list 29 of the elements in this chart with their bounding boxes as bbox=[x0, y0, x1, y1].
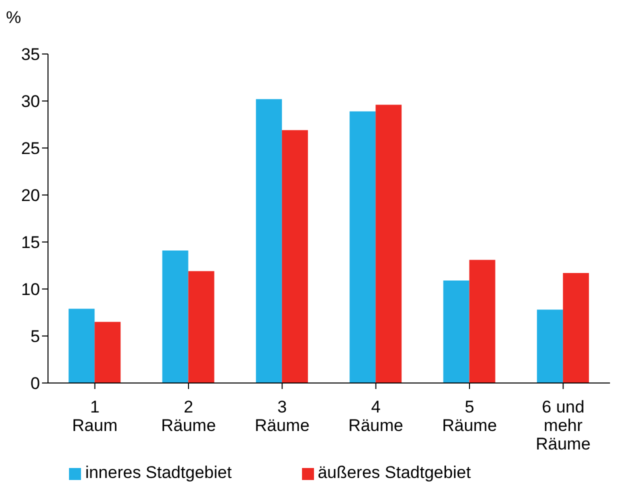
bar bbox=[162, 250, 188, 383]
bar bbox=[350, 111, 376, 383]
bar bbox=[94, 322, 121, 383]
legend-label: äußeres Stadtgebiet bbox=[318, 463, 471, 482]
x-tick-label: 3 Räume bbox=[254, 397, 310, 435]
y-tick-label: 15 bbox=[21, 233, 40, 252]
y-tick-label: 30 bbox=[21, 92, 40, 112]
bar bbox=[562, 273, 589, 383]
x-tick-label: 1 Raum bbox=[72, 397, 118, 435]
bar bbox=[68, 308, 95, 383]
y-tick-label: 35 bbox=[21, 45, 40, 64]
bar bbox=[188, 271, 214, 383]
y-tick-label: 10 bbox=[21, 280, 40, 300]
bar bbox=[443, 280, 470, 383]
legend-label: inneres Stadtgebiet bbox=[85, 463, 232, 482]
bar bbox=[282, 130, 308, 383]
bar bbox=[469, 260, 496, 383]
y-tick-label: 20 bbox=[21, 186, 40, 206]
y-axis-title: % bbox=[6, 8, 22, 28]
bar bbox=[536, 310, 563, 383]
x-tick-label: 2 Räume bbox=[161, 397, 216, 435]
bar bbox=[256, 99, 282, 383]
bar bbox=[376, 104, 402, 383]
x-tick-label: 4 Räume bbox=[348, 397, 404, 435]
y-tick-label: 5 bbox=[30, 327, 40, 346]
x-tick-label: 5 Räume bbox=[442, 397, 497, 435]
y-tick-label: 25 bbox=[21, 139, 40, 158]
x-tick-label: 6 und mehr Räume bbox=[536, 397, 591, 454]
y-tick-label: 0 bbox=[30, 374, 40, 394]
